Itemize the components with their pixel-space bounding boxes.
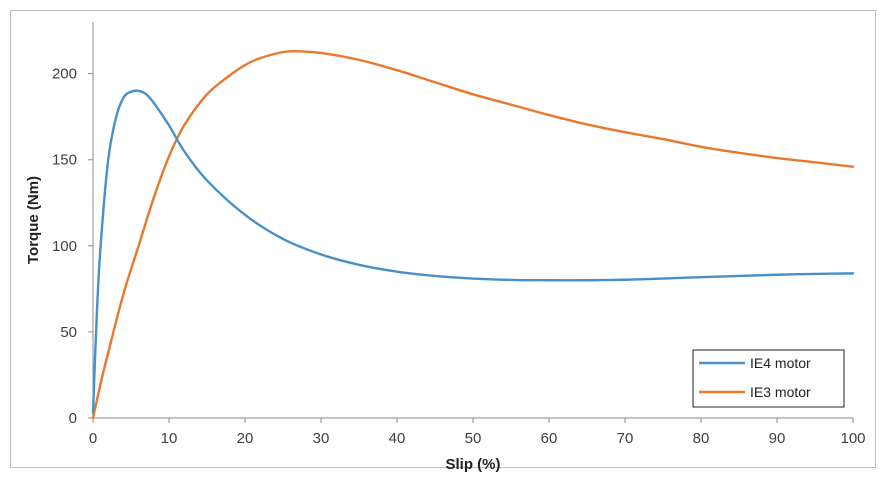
legend-box	[692, 349, 845, 408]
y-tick-label: 150	[52, 152, 77, 169]
y-tick-label: 50	[60, 324, 77, 341]
y-tick-label: 100	[52, 238, 77, 255]
series-lines	[91, 49, 855, 420]
x-tick-label: 80	[693, 430, 710, 447]
x-tick-label: 70	[617, 430, 634, 447]
x-tick-labels: 0 10 20 30 40 50 60 70 80 90 100	[89, 418, 866, 447]
x-tick-label: 90	[769, 430, 786, 447]
x-tick-label: 0	[89, 430, 97, 447]
x-tick-label: 10	[161, 430, 178, 447]
ie4-motor-line	[91, 89, 855, 415]
legend: IE4 motor IE3 motor	[692, 349, 845, 408]
ie3-motor-line	[91, 49, 855, 420]
x-tick-label: 40	[389, 430, 406, 447]
x-tick-label: 60	[541, 430, 558, 447]
legend-label-ie4: IE4 motor	[750, 355, 811, 371]
x-tick-label: 20	[237, 430, 254, 447]
x-axis-title: Slip (%)	[446, 456, 501, 473]
legend-label-ie3: IE3 motor	[750, 384, 811, 400]
x-tick-label: 50	[465, 430, 482, 447]
y-tick-label: 200	[52, 66, 77, 83]
y-tick-labels: 0 50 100 150 200	[52, 66, 93, 427]
y-tick-label: 0	[69, 410, 77, 427]
y-axis-title: Torque (Nm)	[25, 176, 42, 264]
x-tick-label: 100	[840, 430, 865, 447]
x-tick-label: 30	[313, 430, 330, 447]
